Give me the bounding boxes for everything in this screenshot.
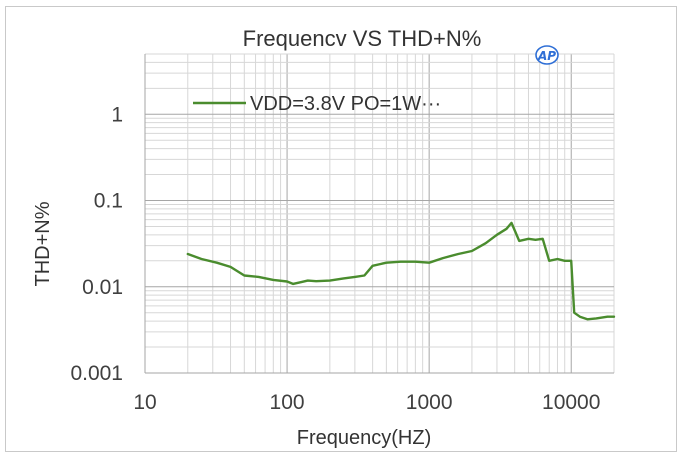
chart-title: Frequencv VS THD+N% [243,26,482,51]
y-tick-label: 0.1 [94,190,123,213]
x-tick-label: 10 [133,391,156,414]
x-axis-title: Frequency(HZ) [297,427,431,449]
svg-text:AP: AP [537,49,556,63]
x-tick-labels: 10 100 1000 10000 [133,391,600,414]
x-tick-label: 10000 [542,391,600,414]
y-tick-label: 0.001 [70,362,123,385]
y-axis-title: THD+N% [32,201,54,286]
y-tick-label: 0.01 [82,276,123,299]
y-tick-labels: 1 0.1 0.01 0.001 [70,103,123,385]
legend: VDD=3.8V PO=1W··· [193,93,441,115]
watermark-logo-icon: AP [535,45,559,65]
y-tick-label: 1 [111,103,123,126]
series-line-0 [186,221,616,321]
x-tick-label: 100 [270,391,305,414]
legend-label: VDD=3.8V PO=1W··· [250,93,441,115]
series-layer [186,221,616,321]
x-tick-label: 1000 [406,391,453,414]
axis-layer [144,54,614,374]
